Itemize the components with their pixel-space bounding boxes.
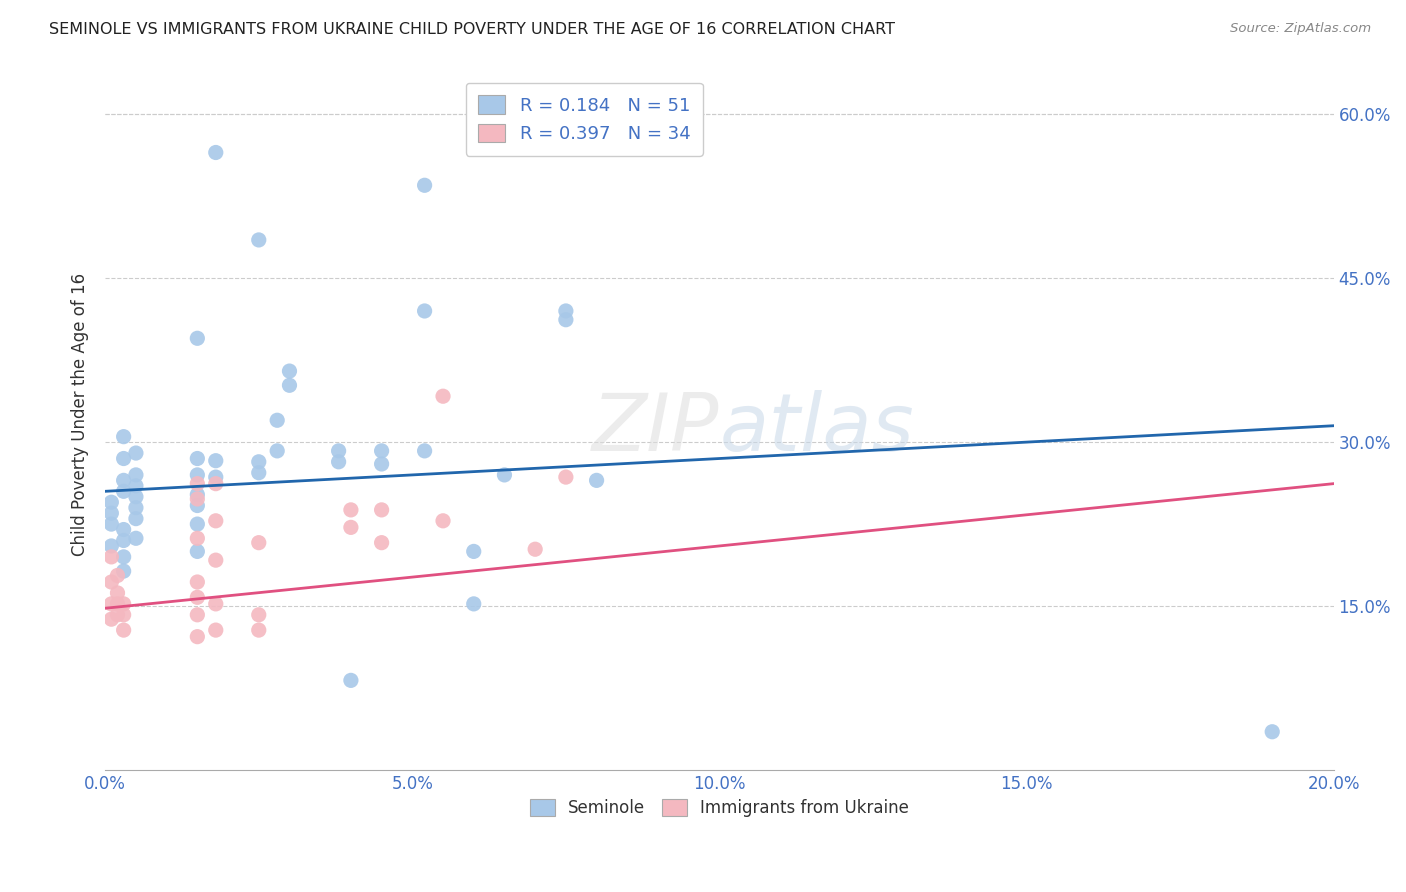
Point: [204, 476, 226, 491]
Point: [125, 467, 148, 482]
Point: [100, 517, 122, 532]
Point: [107, 568, 129, 582]
Point: [340, 673, 363, 688]
Point: [186, 574, 208, 589]
Point: [125, 511, 148, 525]
Point: [186, 467, 208, 482]
Legend: Seminole, Immigrants from Ukraine: Seminole, Immigrants from Ukraine: [522, 791, 918, 826]
Point: [100, 539, 122, 553]
Point: [247, 233, 270, 247]
Point: [370, 535, 392, 549]
Point: [100, 612, 122, 626]
Point: [125, 479, 148, 493]
Point: [125, 490, 148, 504]
Point: [112, 484, 135, 499]
Point: [340, 503, 363, 517]
Point: [204, 553, 226, 567]
Point: [204, 470, 226, 484]
Point: [204, 597, 226, 611]
Point: [204, 623, 226, 637]
Text: Source: ZipAtlas.com: Source: ZipAtlas.com: [1230, 22, 1371, 36]
Point: [186, 476, 208, 491]
Point: [204, 453, 226, 467]
Point: [107, 597, 129, 611]
Point: [328, 455, 350, 469]
Point: [1261, 724, 1284, 739]
Point: [100, 574, 122, 589]
Point: [112, 451, 135, 466]
Point: [186, 607, 208, 622]
Text: SEMINOLE VS IMMIGRANTS FROM UKRAINE CHILD POVERTY UNDER THE AGE OF 16 CORRELATIO: SEMINOLE VS IMMIGRANTS FROM UKRAINE CHIL…: [49, 22, 896, 37]
Point: [370, 443, 392, 458]
Point: [107, 607, 129, 622]
Point: [463, 544, 485, 558]
Point: [112, 607, 135, 622]
Point: [100, 495, 122, 509]
Point: [186, 591, 208, 605]
Point: [186, 487, 208, 501]
Point: [247, 623, 270, 637]
Point: [100, 549, 122, 564]
Point: [432, 514, 454, 528]
Point: [413, 443, 436, 458]
Point: [112, 523, 135, 537]
Point: [112, 564, 135, 578]
Point: [125, 531, 148, 545]
Point: [370, 457, 392, 471]
Point: [370, 503, 392, 517]
Point: [413, 304, 436, 318]
Point: [585, 474, 607, 488]
Point: [112, 549, 135, 564]
Point: [554, 470, 576, 484]
Point: [186, 517, 208, 532]
Point: [247, 466, 270, 480]
Point: [204, 145, 226, 160]
Point: [554, 312, 576, 326]
Point: [328, 443, 350, 458]
Point: [186, 531, 208, 545]
Point: [494, 467, 516, 482]
Point: [278, 364, 301, 378]
Point: [112, 533, 135, 548]
Point: [204, 514, 226, 528]
Point: [186, 630, 208, 644]
Point: [247, 455, 270, 469]
Point: [413, 178, 436, 193]
Point: [266, 413, 288, 427]
Text: atlas: atlas: [720, 390, 914, 468]
Point: [100, 506, 122, 520]
Point: [186, 544, 208, 558]
Point: [463, 597, 485, 611]
Point: [107, 586, 129, 600]
Point: [112, 474, 135, 488]
Point: [186, 491, 208, 506]
Point: [432, 389, 454, 403]
Point: [100, 597, 122, 611]
Point: [112, 597, 135, 611]
Y-axis label: Child Poverty Under the Age of 16: Child Poverty Under the Age of 16: [72, 273, 89, 557]
Point: [186, 451, 208, 466]
Point: [278, 378, 301, 392]
Point: [554, 304, 576, 318]
Point: [125, 446, 148, 460]
Point: [247, 535, 270, 549]
Point: [186, 331, 208, 345]
Point: [247, 607, 270, 622]
Text: ZIP: ZIP: [592, 390, 720, 468]
Point: [112, 623, 135, 637]
Point: [186, 499, 208, 513]
Point: [266, 443, 288, 458]
Point: [524, 542, 547, 557]
Point: [340, 520, 363, 534]
Point: [112, 430, 135, 444]
Point: [125, 500, 148, 515]
